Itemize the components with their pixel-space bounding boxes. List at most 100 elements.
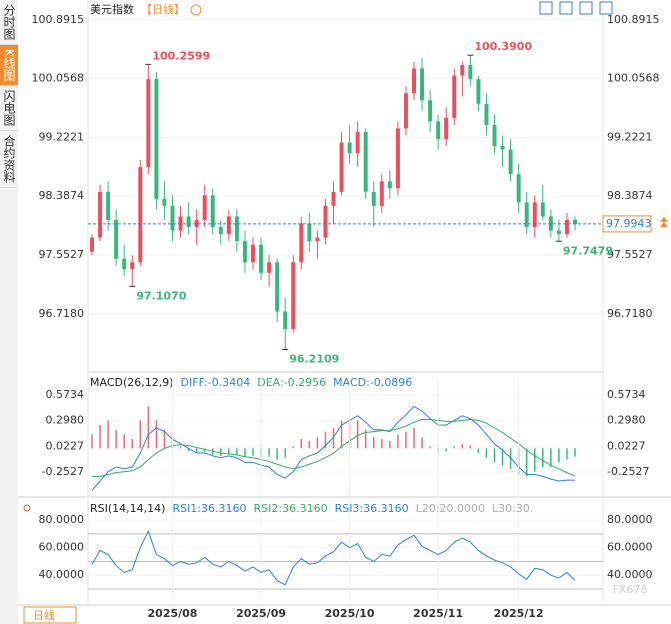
extreme-label: 97.7479 [563, 244, 613, 257]
settings-icon[interactable] [23, 504, 31, 512]
candle-body [355, 131, 360, 154]
candle-body [242, 241, 247, 263]
candle-body [170, 205, 175, 231]
candle-body [556, 230, 561, 235]
toolbar-icons[interactable] [539, 1, 613, 15]
price-arrow [660, 216, 668, 227]
period-button-label[interactable]: 日线 [33, 608, 55, 622]
candle-body [524, 202, 529, 228]
y-tick-label: 60.0000 [607, 541, 653, 554]
candle-body [323, 205, 328, 238]
candle-body [540, 202, 545, 217]
y-tick-label: -0.2527 [42, 465, 84, 478]
x-tick-label: 2025/10 [325, 607, 375, 620]
extreme-label: 96.2109 [289, 353, 339, 366]
legend-entry: L20:20.0000 [416, 502, 485, 515]
extreme-label: 97.1070 [136, 289, 186, 302]
legend-entry: 美元指数 [90, 2, 134, 16]
y-tick-label: 0.5734 [46, 388, 85, 401]
collapse-icon[interactable] [190, 4, 202, 16]
last-price-box [602, 215, 652, 233]
candle-body [283, 311, 288, 330]
extreme-label: 100.2599 [152, 49, 210, 62]
candle-body [403, 93, 408, 129]
candle-body [114, 219, 119, 259]
y-tick-label: 0.0227 [607, 439, 646, 452]
sidebar-tab[interactable]: K线图 [0, 45, 18, 86]
y-tick-label: 96.7180 [607, 307, 653, 320]
sidebar-tab[interactable]: 分时图 [0, 0, 18, 45]
candle-body [347, 142, 352, 154]
candle-body [299, 223, 304, 263]
sidebar-tab[interactable]: 闪电图 [0, 86, 18, 131]
candle-body [138, 167, 143, 263]
icon[interactable] [539, 1, 553, 15]
y-tick-label: 100.8915 [607, 13, 660, 26]
candle-body [387, 181, 392, 189]
period-button[interactable] [23, 606, 77, 624]
y-tick-label: 80.0000 [607, 513, 653, 526]
background [18, 0, 671, 624]
y-tick-label: 97.5527 [39, 248, 85, 261]
candle-body [122, 258, 127, 270]
candle-body [468, 65, 473, 80]
candle-body [162, 198, 167, 206]
icon[interactable] [599, 1, 613, 15]
candle-body [307, 223, 312, 242]
candle-body [395, 128, 400, 189]
extreme-label: 100.3900 [474, 40, 532, 53]
candle-body [508, 149, 513, 175]
y-tick-label: 40.0000 [39, 568, 85, 581]
icon[interactable] [579, 1, 593, 15]
watermark: FX678 [613, 583, 648, 596]
y-tick-label: 0.2980 [46, 414, 85, 427]
legend-entry: RSI3:36.3160 [335, 502, 409, 515]
y-tick-label: 98.3874 [607, 189, 653, 202]
candle-body [476, 79, 481, 104]
candle-body [436, 121, 441, 139]
legend-entry: MACD:-0.0896 [333, 376, 412, 389]
candle-body [363, 131, 368, 192]
candle-body [460, 65, 465, 76]
candle-body [371, 191, 376, 206]
icon[interactable] [559, 1, 573, 15]
indicator-line [91, 529, 576, 586]
y-tick-label: 96.7180 [39, 307, 85, 320]
legend-entry: DIFF:-0.3404 [181, 376, 251, 389]
y-tick-label: 0.5734 [607, 388, 646, 401]
y-tick-label: 80.0000 [39, 513, 85, 526]
candle-body [532, 202, 537, 228]
candle-body [90, 237, 94, 252]
y-tick-label: 99.2221 [39, 130, 85, 143]
candle-body [573, 219, 577, 224]
candle-body [516, 174, 521, 203]
candle-body [251, 244, 255, 263]
candle-body [267, 262, 272, 273]
last-price-label: 97.9943 [606, 217, 652, 230]
legend-entry: RSI(14,14,14) [90, 502, 165, 515]
legend-entry: RSI1:36.3160 [172, 502, 246, 515]
y-tick-label: 100.0568 [607, 72, 660, 85]
y-tick-label: 0.2980 [607, 414, 646, 427]
legend-entry: RSI2:36.3160 [254, 502, 328, 515]
sidebar-tab[interactable]: 合约资料 [0, 131, 18, 188]
candle-body [444, 117, 449, 139]
x-tick-label: 2025/09 [236, 607, 286, 620]
candle-body [420, 68, 425, 101]
candle-body [218, 227, 223, 235]
candle-body [492, 124, 497, 147]
candle-body [130, 262, 135, 270]
candle-body [194, 219, 199, 228]
candle-body [379, 181, 384, 206]
candle-body [428, 100, 433, 122]
x-tick-label: 2025/08 [148, 607, 198, 620]
y-tick-label: 100.8915 [32, 13, 85, 26]
y-tick-label: 97.5527 [607, 248, 653, 261]
candle-body [202, 195, 207, 220]
candle-body [315, 237, 320, 242]
y-tick-label: 100.0568 [32, 72, 85, 85]
candle-body [226, 216, 231, 235]
candle-body [452, 75, 457, 118]
candle-body [500, 146, 505, 150]
